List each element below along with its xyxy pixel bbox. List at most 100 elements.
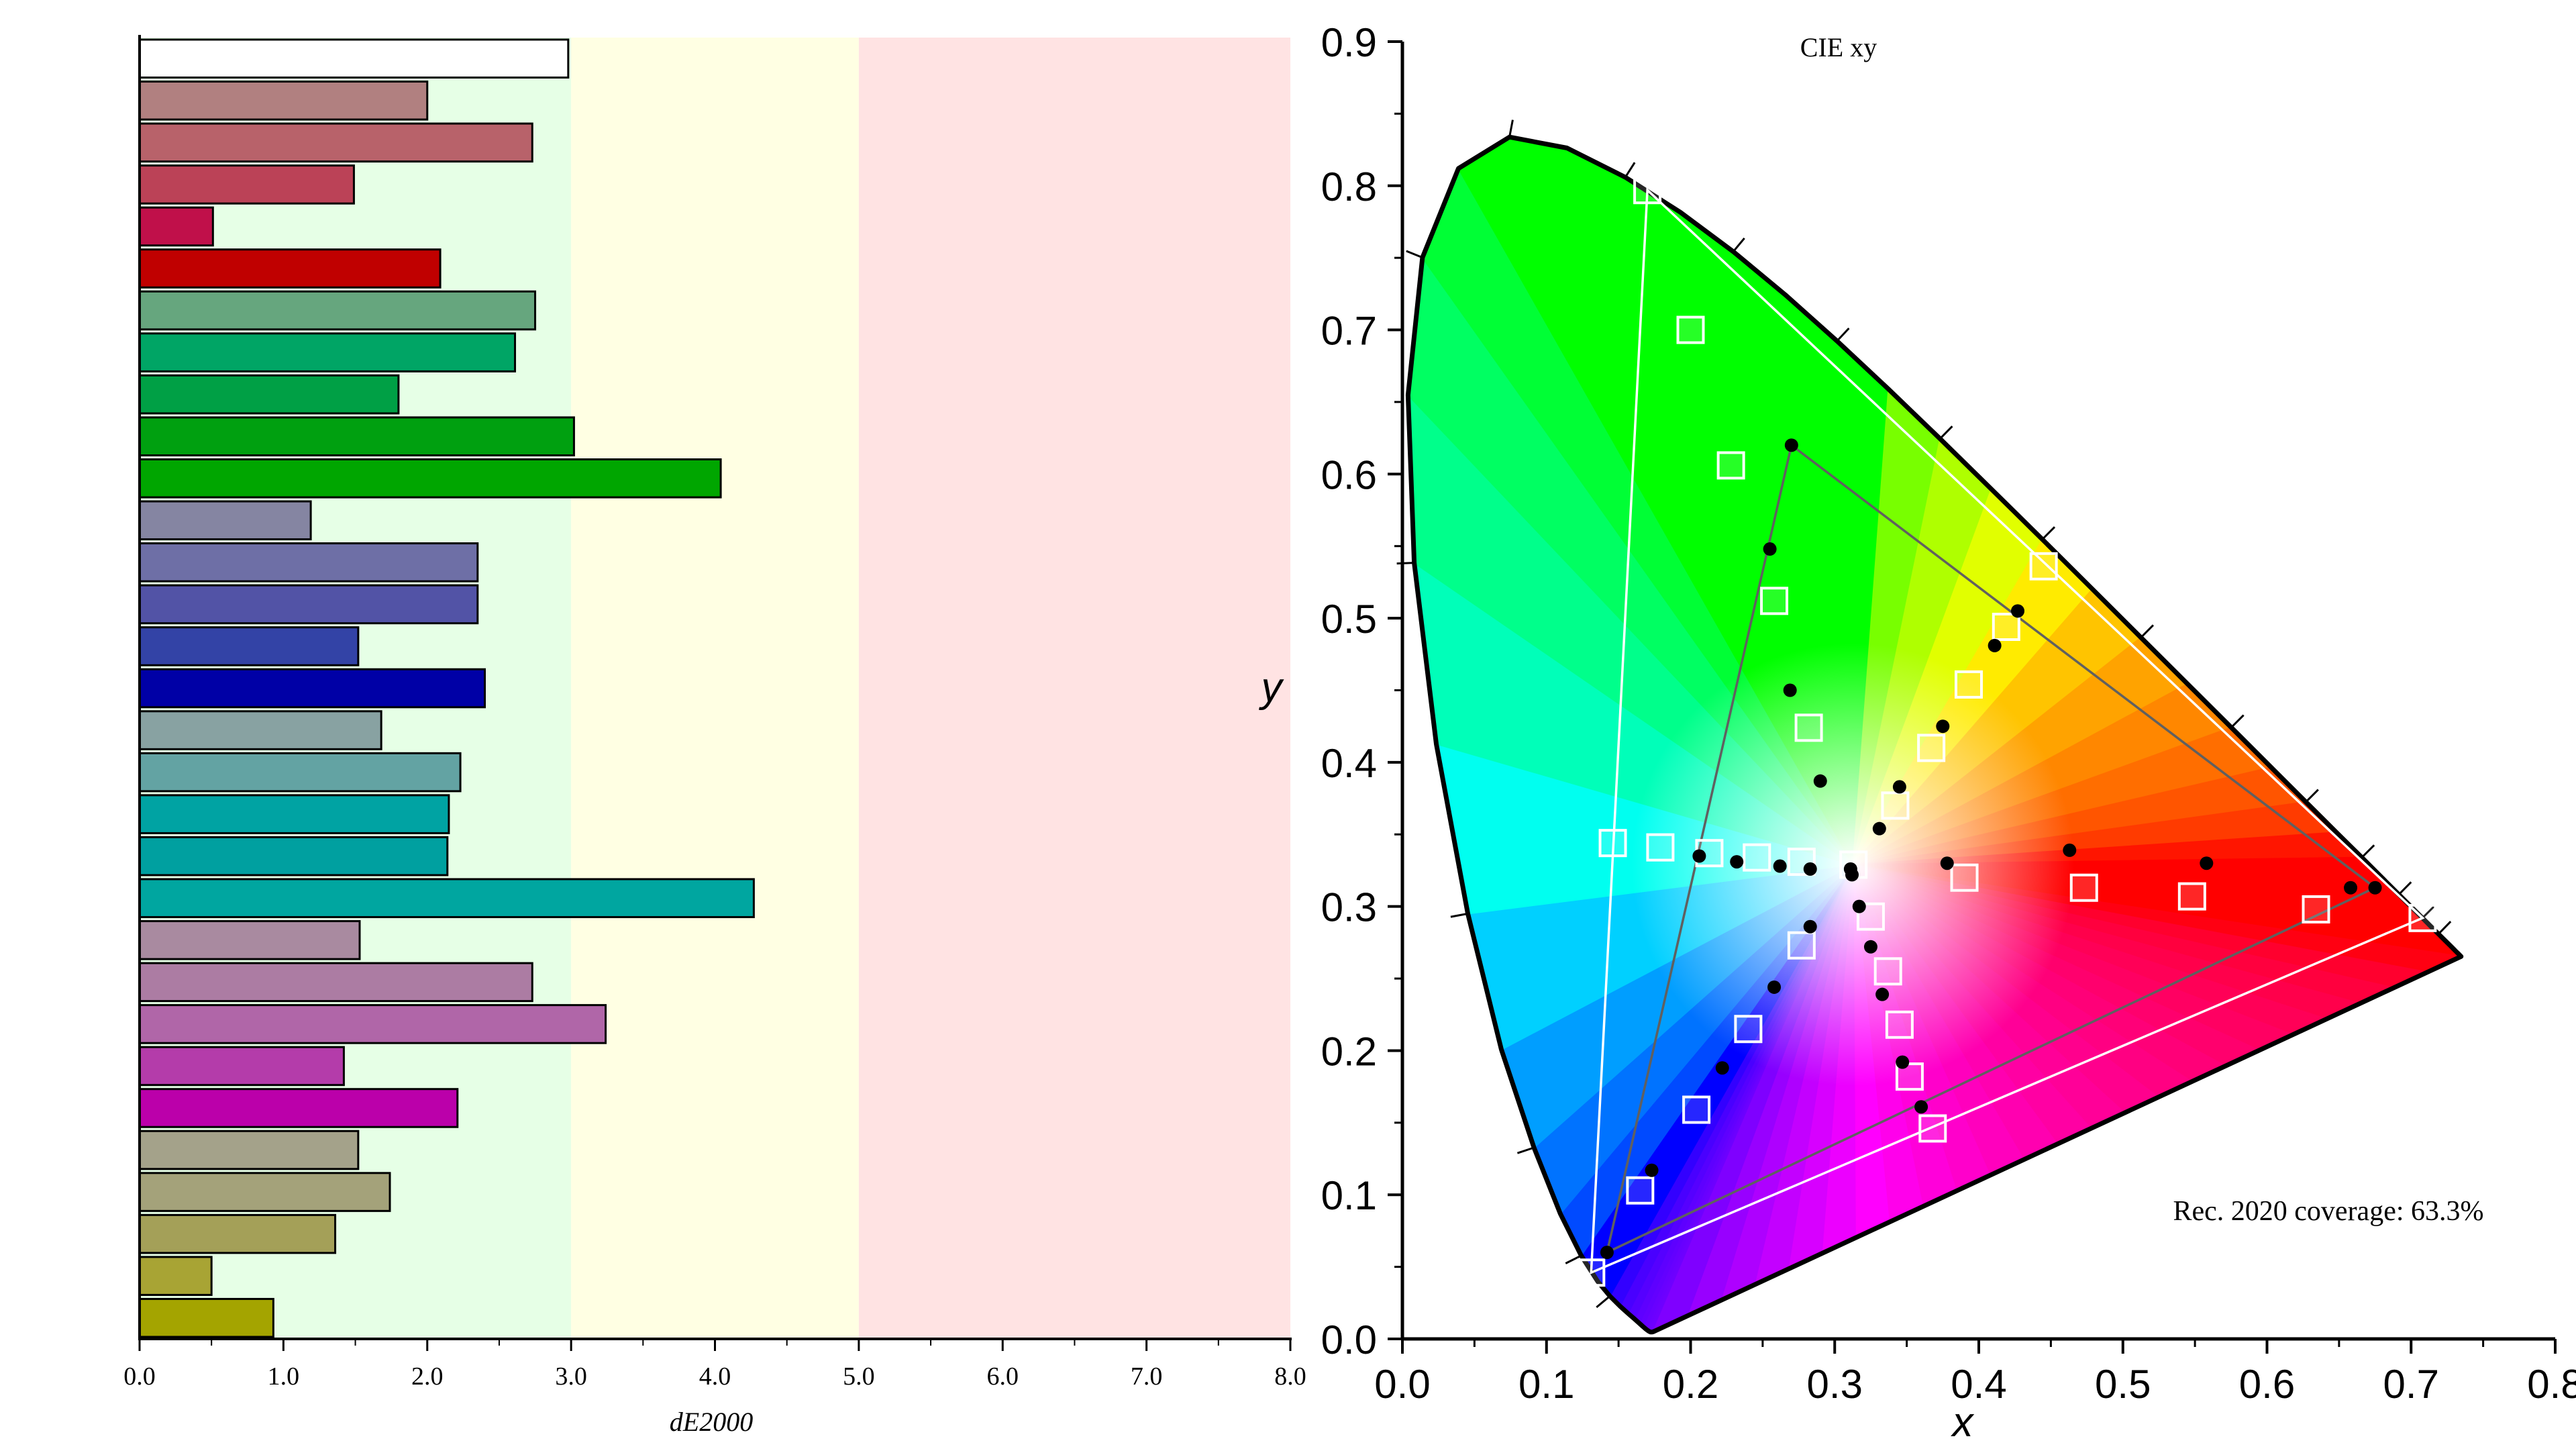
cie-y-tick-label-6: 0.6 <box>1321 452 1377 497</box>
de-zone-2 <box>858 38 1290 1339</box>
cie-x-tick-label-0: 0.0 <box>1374 1362 1430 1407</box>
target-point-9 <box>1787 931 1816 960</box>
cie-y-tick-label-7: 0.7 <box>1321 309 1377 354</box>
de-bar-16 <box>138 710 382 750</box>
target-point-10 <box>2029 552 2058 581</box>
de-bar-20 <box>138 878 755 919</box>
cie-x-tick-label-7: 0.7 <box>2383 1362 2439 1407</box>
wavelength-tick <box>1565 1254 1582 1264</box>
de-bar-15 <box>138 668 486 709</box>
target-point-16 <box>2177 882 2206 911</box>
target-point-12 <box>1954 670 1983 699</box>
measured-point-5 <box>1645 1163 1659 1177</box>
wavelength-tick <box>1406 250 1423 259</box>
de-bar-30 <box>138 1297 274 1338</box>
wavelength-tick <box>1939 425 1953 440</box>
de-bar-17 <box>138 752 462 793</box>
de-bar-24 <box>138 1046 345 1087</box>
de-bar-27 <box>138 1172 391 1212</box>
measured-point-10 <box>2010 604 2024 618</box>
cie-x-tick-label-3: 0.3 <box>1807 1362 1863 1407</box>
measured-point-11 <box>1988 638 2002 652</box>
target-point-17 <box>2069 873 2098 902</box>
de-x-ticks: 0.0 1.0 2.0 3.0 4.0 5.0 6.0 7.0 8.0 <box>123 1339 1306 1391</box>
de-x-tick-label-7: 7.0 <box>1131 1362 1163 1391</box>
de-bar-18 <box>138 794 450 834</box>
measured-point-22 <box>1875 987 1890 1001</box>
target-point-30 <box>2408 903 2437 932</box>
de-bar-25 <box>138 1088 459 1128</box>
cie-title: CIE xy <box>1800 32 1877 62</box>
cie-x-ticks: 0.0 0.1 0.2 0.3 0.4 0.5 0.6 0.7 0.8 <box>1374 1339 2576 1407</box>
de-zone-1 <box>571 38 859 1339</box>
de-bar-0 <box>138 38 570 79</box>
de-bar-1 <box>138 81 429 121</box>
target-point-1 <box>1676 315 1705 344</box>
measured-point-13 <box>1892 780 1906 794</box>
measured-point-12 <box>1936 719 1950 734</box>
de-bar-10 <box>138 458 722 499</box>
de-bar-21 <box>138 920 361 960</box>
wavelength-tick <box>1732 237 1745 252</box>
de-bar-4 <box>138 206 214 247</box>
cie-y-tick-label-8: 0.8 <box>1321 164 1377 209</box>
target-point-27 <box>1743 843 1771 872</box>
de-x-tick-label-2: 2.0 <box>411 1362 444 1391</box>
de-x-tick-label-6: 6.0 <box>987 1362 1019 1391</box>
wavelength-tick <box>1516 1146 1535 1154</box>
wavelength-tick <box>1396 562 1414 565</box>
de-bar-23 <box>138 1004 607 1044</box>
de-x-tick-label-1: 1.0 <box>268 1362 300 1391</box>
wavelength-tick <box>1624 162 1636 178</box>
target-point-2 <box>1716 451 1745 480</box>
measured-point-2 <box>1783 683 1797 697</box>
target-point-3 <box>1760 587 1789 615</box>
cie-y-tick-label-9: 0.9 <box>1321 20 1377 65</box>
cie-y-axis-label: y <box>1259 664 1285 711</box>
wavelength-tick <box>2305 789 2319 803</box>
cie-x-tick-label-2: 0.2 <box>1663 1362 1718 1407</box>
wavelength-tick <box>2230 714 2245 728</box>
target-point-6 <box>1626 1176 1655 1205</box>
wavelength-tick <box>2422 905 2436 919</box>
cie-x-tick-label-4: 0.4 <box>1951 1362 2006 1407</box>
target-point-19 <box>1918 1114 1947 1143</box>
de-bar-13 <box>138 584 479 625</box>
cie-x-tick-label-8: 0.8 <box>2527 1362 2576 1407</box>
cie-locus-fill <box>1408 137 2461 1332</box>
measured-point-20 <box>1914 1100 1928 1114</box>
measured-point-4 <box>1600 1246 1614 1260</box>
de-bar-22 <box>138 962 533 1003</box>
locus-color-wedge <box>1622 864 1854 1332</box>
wavelength-tick <box>2398 881 2412 895</box>
de-bar-7 <box>138 332 517 372</box>
measured-point-6 <box>1715 1061 1729 1075</box>
measured-point-27 <box>1773 859 1787 873</box>
measured-point-8 <box>1803 919 1817 934</box>
de-bar-5 <box>138 248 442 289</box>
cie-x-axis-label: x <box>1951 1399 1975 1446</box>
target-points <box>1577 176 2437 1287</box>
wavelength-tick <box>2437 921 2452 935</box>
target-point-14 <box>1881 791 1910 820</box>
de-bar-19 <box>138 836 449 876</box>
measured-point-1 <box>1763 542 1777 556</box>
cie-wavelength-ticks <box>1396 119 2452 1309</box>
de-bar-28 <box>138 1213 337 1254</box>
target-point-0 <box>1633 176 1662 205</box>
de-x-tick-label-4: 4.0 <box>699 1362 731 1391</box>
measured-point-24 <box>1852 899 1866 913</box>
target-point-15 <box>2302 895 2330 923</box>
wavelength-tick <box>2041 526 2056 540</box>
measured-point-19 <box>1940 856 1954 870</box>
target-point-4 <box>1794 713 1823 742</box>
de-x-tick-label-8: 8.0 <box>1274 1362 1306 1391</box>
target-point-25 <box>1646 833 1675 862</box>
measured-point-0 <box>1784 438 1798 452</box>
cie-y-tick-label-4: 0.4 <box>1321 741 1377 786</box>
cie-y-ticks: 0.0 0.1 0.2 0.3 0.4 0.5 0.6 0.7 0.8 0.9 <box>1321 20 1402 1362</box>
target-point-13 <box>1917 734 1946 762</box>
wavelength-tick <box>1596 1295 1611 1309</box>
measured-point-21 <box>1896 1055 1910 1069</box>
